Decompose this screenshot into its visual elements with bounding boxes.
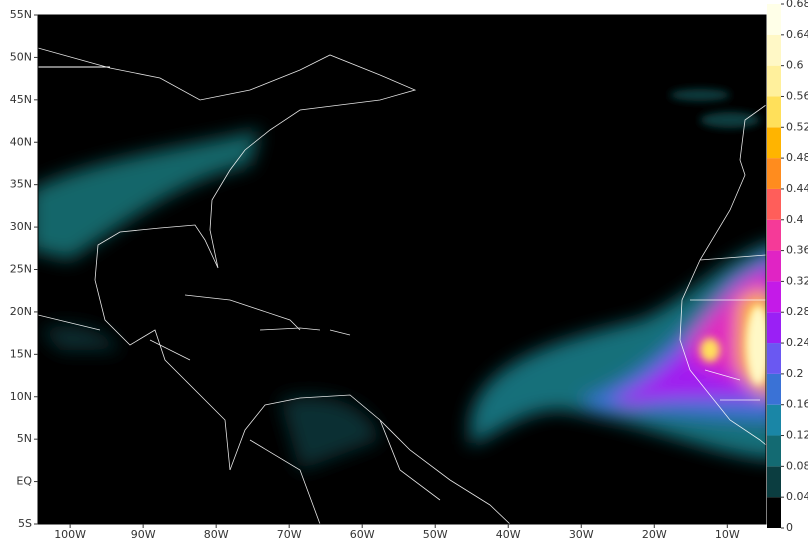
colorbar-segment: [767, 497, 781, 528]
colorbar-segment: [767, 435, 781, 467]
lat-tick-label: EQ: [16, 475, 32, 488]
colorbar-segment: [767, 219, 781, 251]
colorbar-tick-label: 0.44: [786, 182, 808, 195]
coastlines: [38, 47, 766, 524]
colorbar-tick-label: 0.6: [786, 59, 804, 72]
lon-tick-label: 50W: [423, 528, 448, 541]
lon-tick-label: 70W: [277, 528, 302, 541]
colorbar-segment: [767, 373, 781, 405]
lat-tick-label: 25N: [10, 263, 32, 276]
colorbar-tick-label: 0.56: [786, 89, 808, 102]
colorbar-segment: [767, 343, 781, 374]
lon-tick-label: 20W: [642, 528, 667, 541]
colorbar-tick-label: 0.52: [786, 120, 808, 133]
colorbar-segment: [767, 158, 781, 189]
colorbar-tick-label: 0.68: [786, 0, 808, 10]
lat-tick-label: 5S: [18, 517, 32, 530]
colorbar-segment: [767, 34, 781, 66]
lat-tick-label: 55N: [10, 8, 32, 21]
colorbar-segment: [767, 404, 781, 436]
lat-tick-label: 10N: [10, 390, 32, 403]
colorbar-tick-label: 0.16: [786, 398, 808, 411]
lat-tick-label: 20N: [10, 305, 32, 318]
colorbar-tick-label: 0.2: [786, 367, 804, 380]
lat-tick-label: 40N: [10, 135, 32, 148]
colorbar-segment: [767, 127, 781, 159]
colorbar-segment: [767, 4, 781, 35]
colorbar-segment: [767, 312, 781, 344]
colorbar-segment: [767, 250, 781, 282]
lon-tick-label: 100W: [54, 528, 86, 541]
lat-tick-label: 15N: [10, 347, 32, 360]
aerosol-field: [38, 47, 766, 524]
colorbar-segment: [767, 281, 781, 313]
map-background: [38, 15, 766, 524]
colorbar-segment: [767, 188, 781, 220]
colorbar-tick-label: 0: [786, 521, 793, 534]
lat-tick-label: 5N: [17, 432, 32, 445]
lon-tick-label: 30W: [569, 528, 594, 541]
colorbar-segment: [767, 65, 781, 97]
colorbar-tick-label: 0.24: [786, 336, 808, 349]
colorbar-segment: [767, 96, 781, 128]
colorbar-tick-label: 0.04: [786, 490, 808, 503]
colorbar-tick-label: 0.28: [786, 305, 808, 318]
colorbar-tick-label: 0.64: [786, 28, 808, 41]
lon-tick-label: 60W: [350, 528, 375, 541]
lon-tick-label: 40W: [496, 528, 521, 541]
colorbar-tick-label: 0.36: [786, 244, 808, 257]
axes: 55N 50N 45N 40N 35N 30N 25N 20N 15N 10N 5N EQ 5S 100W…: [10, 0, 808, 541]
lat-tick-label: 45N: [10, 93, 32, 106]
colorbar-tick-label: 0.08: [786, 459, 808, 472]
colorbar-tick-label: 0.12: [786, 429, 808, 442]
lon-tick-label: 10W: [715, 528, 740, 541]
lat-tick-label: 50N: [10, 50, 32, 63]
colorbar-tick-label: 0.48: [786, 151, 808, 164]
colorbar-tick-label: 0.32: [786, 274, 808, 287]
lon-tick-label: 80W: [204, 528, 229, 541]
lat-tick-label: 35N: [10, 178, 32, 191]
colorbar-tick-label: 0.4: [786, 213, 804, 226]
colorbar-segment: [767, 466, 781, 498]
lat-tick-label: 30N: [10, 220, 32, 233]
lon-tick-label: 90W: [131, 528, 156, 541]
